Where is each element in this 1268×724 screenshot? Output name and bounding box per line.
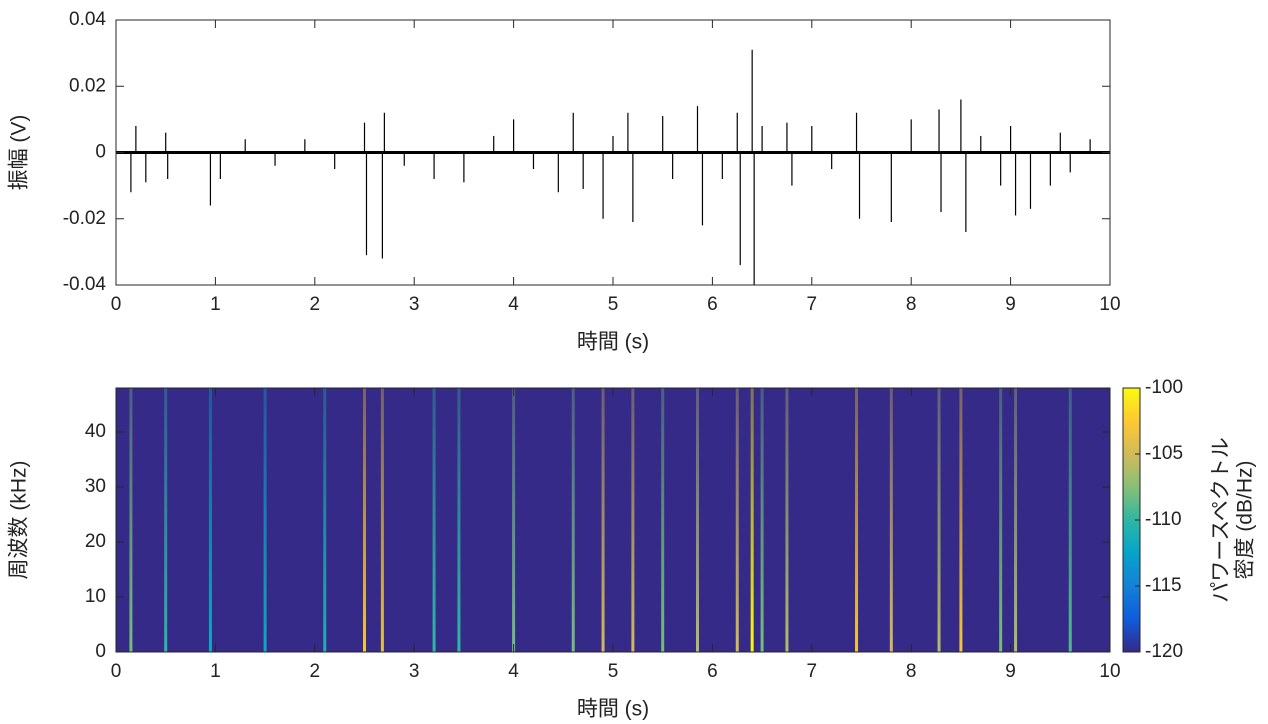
streak (263, 388, 267, 652)
y-tick-label: -0.04 (63, 274, 107, 295)
x-tick-label: 3 (409, 661, 420, 682)
y-tick-label: 30 (85, 476, 106, 497)
streak (363, 388, 366, 652)
y-axis-label: 振幅 (V) (8, 115, 31, 191)
x-tick-label: 2 (310, 294, 321, 315)
x-tick-label: 7 (807, 294, 818, 315)
streak (208, 388, 212, 652)
y-tick-label: -0.02 (63, 208, 106, 229)
colorbar-tick-label: -120 (1145, 641, 1183, 662)
streak (959, 388, 963, 652)
x-tick-label: 8 (906, 294, 917, 315)
streak (937, 388, 941, 652)
colorbar-tick-label: -115 (1145, 575, 1182, 596)
streak (631, 388, 635, 652)
x-tick-label: 10 (1099, 661, 1120, 682)
x-tick-label: 1 (210, 294, 221, 315)
streak (695, 388, 699, 652)
y-tick-label: 0 (95, 641, 106, 662)
streak (512, 388, 516, 652)
colorbar-tick-label: -110 (1145, 509, 1182, 530)
streak (323, 388, 327, 652)
colorbar-label: パワースペクトル (1210, 437, 1233, 602)
y-axis-label: 周波数 (kHz) (8, 461, 31, 580)
streak (164, 388, 168, 652)
streak (601, 388, 605, 652)
streak (735, 388, 739, 652)
y-tick-label: 0.02 (69, 75, 106, 96)
streak (432, 388, 436, 652)
x-axis-label: 時間 (s) (577, 331, 649, 354)
x-tick-label: 5 (608, 294, 619, 315)
colorbar-label: 密度 (dB/Hz) (1234, 460, 1257, 579)
x-tick-label: 3 (409, 294, 420, 315)
y-tick-label: 0.04 (69, 9, 106, 30)
streak (457, 388, 461, 652)
colorbar-tick-label: -105 (1145, 443, 1183, 464)
x-tick-label: 6 (707, 661, 718, 682)
x-tick-label: 8 (906, 661, 917, 682)
x-tick-label: 2 (310, 661, 321, 682)
x-tick-label: 1 (210, 661, 221, 682)
x-tick-label: 4 (508, 294, 519, 315)
colorbar-tick-label: -100 (1145, 377, 1183, 398)
y-tick-label: 20 (85, 531, 106, 552)
x-tick-label: 10 (1099, 294, 1120, 315)
x-tick-label: 7 (807, 661, 818, 682)
x-tick-label: 0 (111, 661, 122, 682)
streak (571, 388, 575, 652)
streak (785, 388, 789, 652)
streak (1014, 388, 1018, 652)
x-tick-label: 5 (608, 661, 619, 682)
streak (760, 388, 764, 652)
y-tick-label: 40 (85, 421, 106, 442)
streak (380, 388, 384, 652)
x-tick-label: 9 (1005, 661, 1016, 682)
y-tick-label: 0 (95, 142, 106, 163)
streak (129, 388, 133, 652)
y-tick-label: 10 (85, 586, 106, 607)
streak (661, 388, 665, 652)
streak (750, 388, 754, 652)
streak (889, 388, 893, 652)
streak (999, 388, 1003, 652)
x-tick-label: 4 (508, 661, 519, 682)
spectrogram-background (116, 388, 1110, 652)
x-axis-label: 時間 (s) (577, 698, 649, 721)
x-tick-label: 6 (707, 294, 718, 315)
streak (1068, 388, 1072, 652)
x-tick-label: 0 (111, 294, 122, 315)
streak (855, 388, 859, 652)
x-tick-label: 9 (1005, 294, 1016, 315)
